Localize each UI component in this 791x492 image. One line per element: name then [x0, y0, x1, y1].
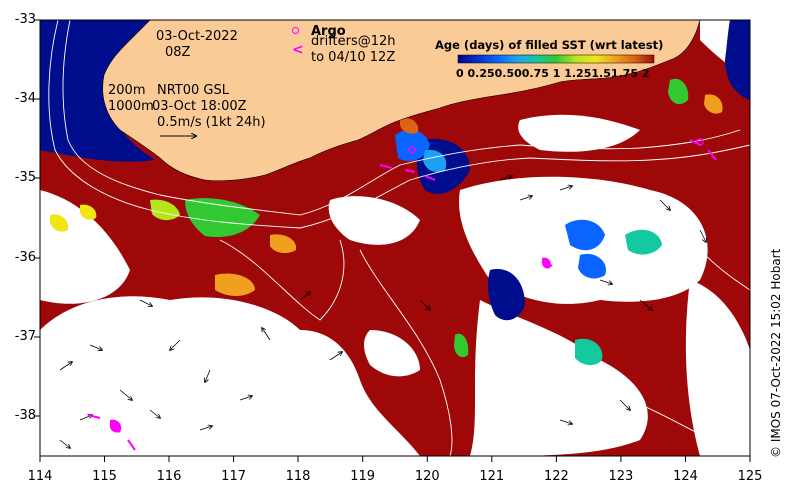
x-tick-label: 120	[414, 469, 440, 484]
fresh-sst-south	[487, 269, 525, 321]
y-tick-label: -34	[14, 91, 36, 106]
credit-text: © IMOS 07-Oct-2022 15:02 Hobart	[769, 248, 783, 458]
velocity-vectors	[59, 176, 706, 448]
argo-label: Argo	[311, 24, 346, 39]
x-tick-label: 123	[608, 469, 634, 484]
coastline	[102, 20, 701, 182]
y-tick-label: -38	[14, 408, 36, 423]
x-tick-label: 124	[673, 469, 698, 484]
argo-marker-icon	[292, 27, 299, 34]
x-tick-label: 116	[156, 469, 182, 484]
contour-200-label: 200m	[108, 83, 146, 98]
drifter-tracks	[87, 139, 717, 451]
axis-ticks	[34, 19, 751, 462]
x-tick-label: 118	[285, 469, 311, 484]
y-tick-label: -36	[14, 250, 36, 265]
contour-1000-label: 1000m	[108, 99, 154, 114]
legend-title: Age (days) of filled SST (wrt latest)	[435, 38, 664, 52]
y-tick-label: -35	[14, 170, 36, 185]
fresh-sst-east	[725, 20, 750, 100]
velocity-scale-label: 0.5m/s (1kt 24h)	[157, 115, 266, 130]
map-date: 03-Oct-2022	[156, 29, 238, 44]
x-tick-label: 117	[221, 469, 246, 484]
x-tick-label: 119	[350, 469, 376, 484]
nrt-time: 03-Oct 18:00Z	[152, 99, 247, 114]
plot-frame	[39, 19, 751, 457]
x-tick-label: 122	[543, 469, 569, 484]
y-tick-label: -37	[14, 329, 36, 344]
bathymetry-contours	[48, 20, 750, 456]
x-tick-label: 115	[92, 469, 117, 484]
legend-colorbar	[457, 54, 655, 64]
drifter-marker-icon: <	[292, 42, 304, 58]
x-tick-label: 121	[479, 469, 505, 484]
drifters-label: drifters@12h	[311, 34, 396, 49]
argo-floats	[408, 138, 704, 154]
legend-tick-labels: 0 0.250.500.75 1 1.251.51.75 2	[456, 67, 650, 80]
map-hour: 08Z	[165, 45, 191, 60]
y-tick-label: -33	[14, 12, 36, 27]
nrt-label: NRT00 GSL	[157, 83, 229, 98]
x-tick-label: 125	[737, 469, 763, 484]
drifters-period: to 04/10 12Z	[311, 50, 396, 65]
x-tick-label: 114	[27, 469, 53, 484]
